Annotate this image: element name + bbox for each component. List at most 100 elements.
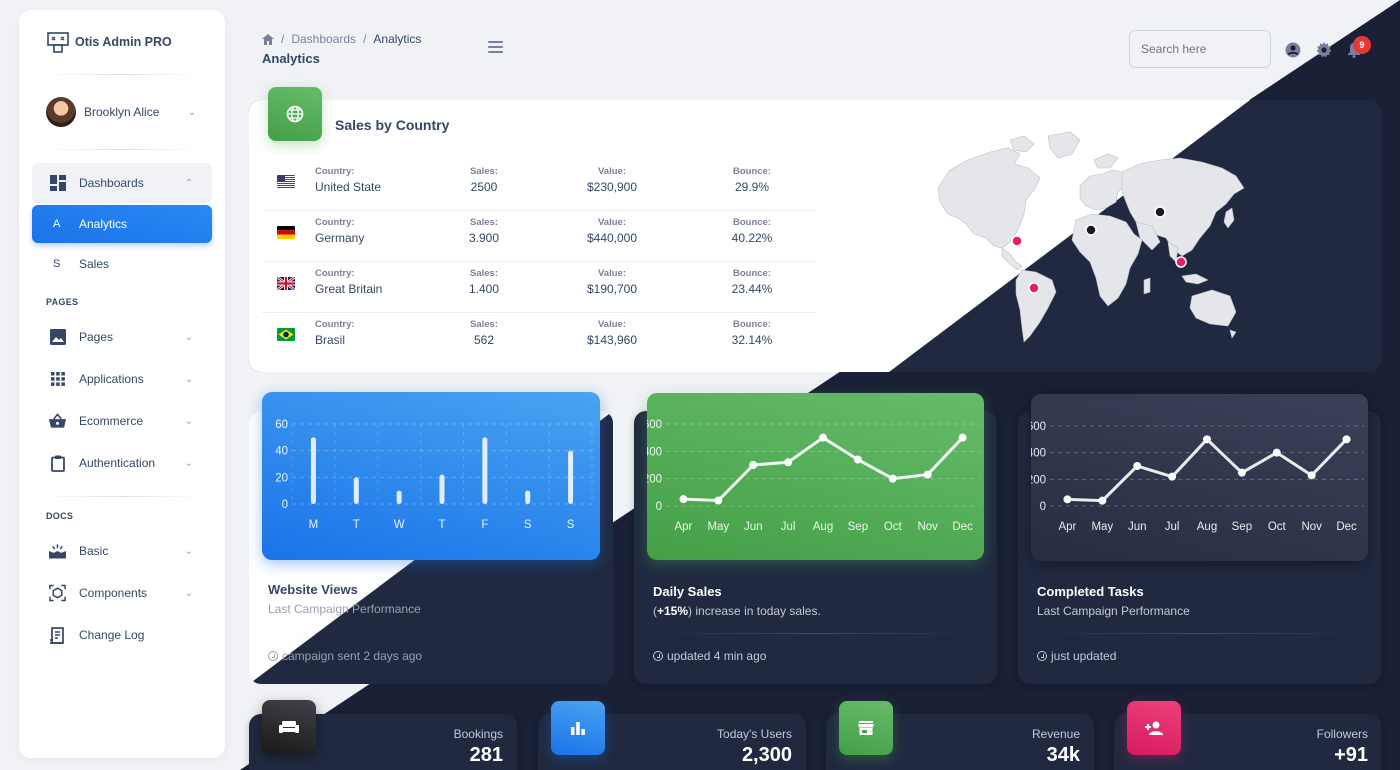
sales-cell: Sales: 3.900 xyxy=(459,217,509,245)
chevron-down-icon: ⌄ xyxy=(184,331,194,343)
sidebar-item-label: Change Log xyxy=(79,628,145,642)
data-point xyxy=(923,470,932,479)
x-tick-label: S xyxy=(524,519,532,531)
chevron-down-icon: ⌄ xyxy=(184,373,194,385)
breadcrumb-separator: / xyxy=(363,32,367,46)
cell-value: $143,960 xyxy=(586,333,638,347)
y-tick-label: 0 xyxy=(1040,501,1046,513)
completed-tasks-footer: just updated xyxy=(1037,649,1116,663)
image-icon xyxy=(49,329,66,346)
store-icon xyxy=(858,721,874,735)
search-input[interactable] xyxy=(1129,30,1271,68)
data-point xyxy=(853,455,862,464)
x-tick-label: Dec xyxy=(952,521,973,533)
apps-grid-icon xyxy=(49,371,66,388)
menu-toggle-icon[interactable] xyxy=(488,41,503,53)
x-tick-label: T xyxy=(438,519,445,531)
user-menu[interactable]: Brooklyn Alice ⌄ xyxy=(19,75,225,149)
y-tick-label: 0 xyxy=(282,499,288,511)
sidebar-item-analytics[interactable]: A Analytics xyxy=(32,205,212,243)
x-tick-label: Oct xyxy=(884,521,903,533)
gear-icon[interactable] xyxy=(1316,42,1332,58)
data-point xyxy=(714,496,723,505)
world-map xyxy=(937,131,1245,343)
data-point xyxy=(784,458,793,467)
cell-value: 3.900 xyxy=(468,231,500,245)
brand[interactable]: Otis Admin PRO xyxy=(19,10,225,74)
cell-value: 562 xyxy=(473,333,495,347)
bar xyxy=(482,437,488,504)
followers-value: +91 xyxy=(1334,744,1368,766)
bar-chart: 0 20 40 60 M T W T F S S xyxy=(275,419,593,531)
breadcrumb-separator: / xyxy=(281,32,285,46)
sales-by-country-title: Sales by Country xyxy=(335,117,450,133)
account-circle-icon[interactable] xyxy=(1285,42,1301,58)
x-tick-label: Jul xyxy=(781,521,796,533)
cell-value: 29.9% xyxy=(734,180,770,194)
y-tick-label: 200 xyxy=(647,474,662,486)
sidebar-item-ecommerce[interactable]: Ecommerce ⌄ xyxy=(32,401,212,441)
flag-gb-icon xyxy=(277,277,295,290)
home-icon[interactable] xyxy=(262,33,274,45)
cell-header: Country: xyxy=(315,166,355,177)
sales-cell: Sales: 1.400 xyxy=(459,268,509,296)
sidebar-item-sales[interactable]: S Sales xyxy=(32,245,212,283)
series-line xyxy=(1067,437,1348,503)
footer-text: updated 4 min ago xyxy=(667,649,767,663)
section-title-pages: PAGES xyxy=(46,297,79,307)
cell-header: Country: xyxy=(315,319,355,330)
sidebar-item-label: Dashboards xyxy=(79,176,144,190)
divider xyxy=(43,74,201,75)
sidebar-item-authentication[interactable]: Authentication ⌄ xyxy=(32,443,212,483)
breadcrumb-current: Analytics xyxy=(373,32,422,46)
cell-header: Sales: xyxy=(470,319,498,330)
sidebar-item-components[interactable]: Components ⌄ xyxy=(32,573,212,613)
x-tick-label: M xyxy=(309,519,319,531)
x-tick-label: Dec xyxy=(1336,521,1357,533)
sidebar-item-change-log[interactable]: Change Log xyxy=(32,615,212,655)
clock-icon xyxy=(268,651,278,661)
sofa-icon xyxy=(279,721,299,733)
cell-value: $230,900 xyxy=(586,180,638,194)
cell-header: Value: xyxy=(598,319,626,330)
x-tick-label: Apr xyxy=(674,521,692,533)
table-row: Country: Great Britain Sales: 1.400 Value: $1… xyxy=(262,262,816,313)
divider xyxy=(43,149,201,150)
website-views-chart: 0 20 40 60 M T W T F S S xyxy=(262,392,600,560)
bar xyxy=(439,474,445,504)
clock-icon xyxy=(1037,651,1047,661)
chevron-down-icon: ⌄ xyxy=(184,415,194,427)
clock-icon xyxy=(653,651,663,661)
sidebar-item-label: Ecommerce xyxy=(79,414,144,428)
breadcrumb: / Dashboards / Analytics xyxy=(262,32,421,46)
map-markers xyxy=(1011,206,1187,294)
bar-chart-icon xyxy=(571,722,585,735)
data-point xyxy=(888,474,897,483)
sidebar-item-label: Analytics xyxy=(79,217,128,231)
cell-value: Germany xyxy=(315,231,365,245)
x-tick-label: W xyxy=(394,519,405,531)
country-cell: Country: Germany xyxy=(315,217,364,245)
website-views-title: Website Views xyxy=(268,582,358,597)
sidebar-item-dashboards[interactable]: Dashboards ⌃ xyxy=(32,163,212,203)
x-tick-label: T xyxy=(353,519,360,531)
cell-header: Country: xyxy=(315,268,355,279)
value-cell: Value: $190,700 xyxy=(577,268,647,296)
table-row: Country: United State Sales: 2500 Value: $230… xyxy=(262,160,816,211)
completed-tasks-title: Completed Tasks xyxy=(1037,584,1144,599)
cell-value: 2500 xyxy=(470,180,498,194)
bounce-cell: Bounce: 40.22% xyxy=(727,217,777,245)
sidebar-item-applications[interactable]: Applications ⌄ xyxy=(32,359,212,399)
data-point xyxy=(1237,468,1246,477)
data-point xyxy=(1342,435,1351,444)
globe-tile xyxy=(268,87,322,141)
cell-value: $190,700 xyxy=(586,282,638,296)
data-point xyxy=(1133,462,1142,470)
breadcrumb-item[interactable]: Dashboards xyxy=(291,32,357,46)
sidebar-item-basic[interactable]: Basic ⌄ xyxy=(32,531,212,571)
sales-cell: Sales: 2500 xyxy=(459,166,509,194)
chevron-down-icon: ⌄ xyxy=(184,545,194,557)
sidebar-item-pages[interactable]: Pages ⌄ xyxy=(32,317,212,357)
country-cell: Country: Great Britain xyxy=(315,268,382,296)
country-table: Country: United State Sales: 2500 Value: $230… xyxy=(262,160,816,364)
